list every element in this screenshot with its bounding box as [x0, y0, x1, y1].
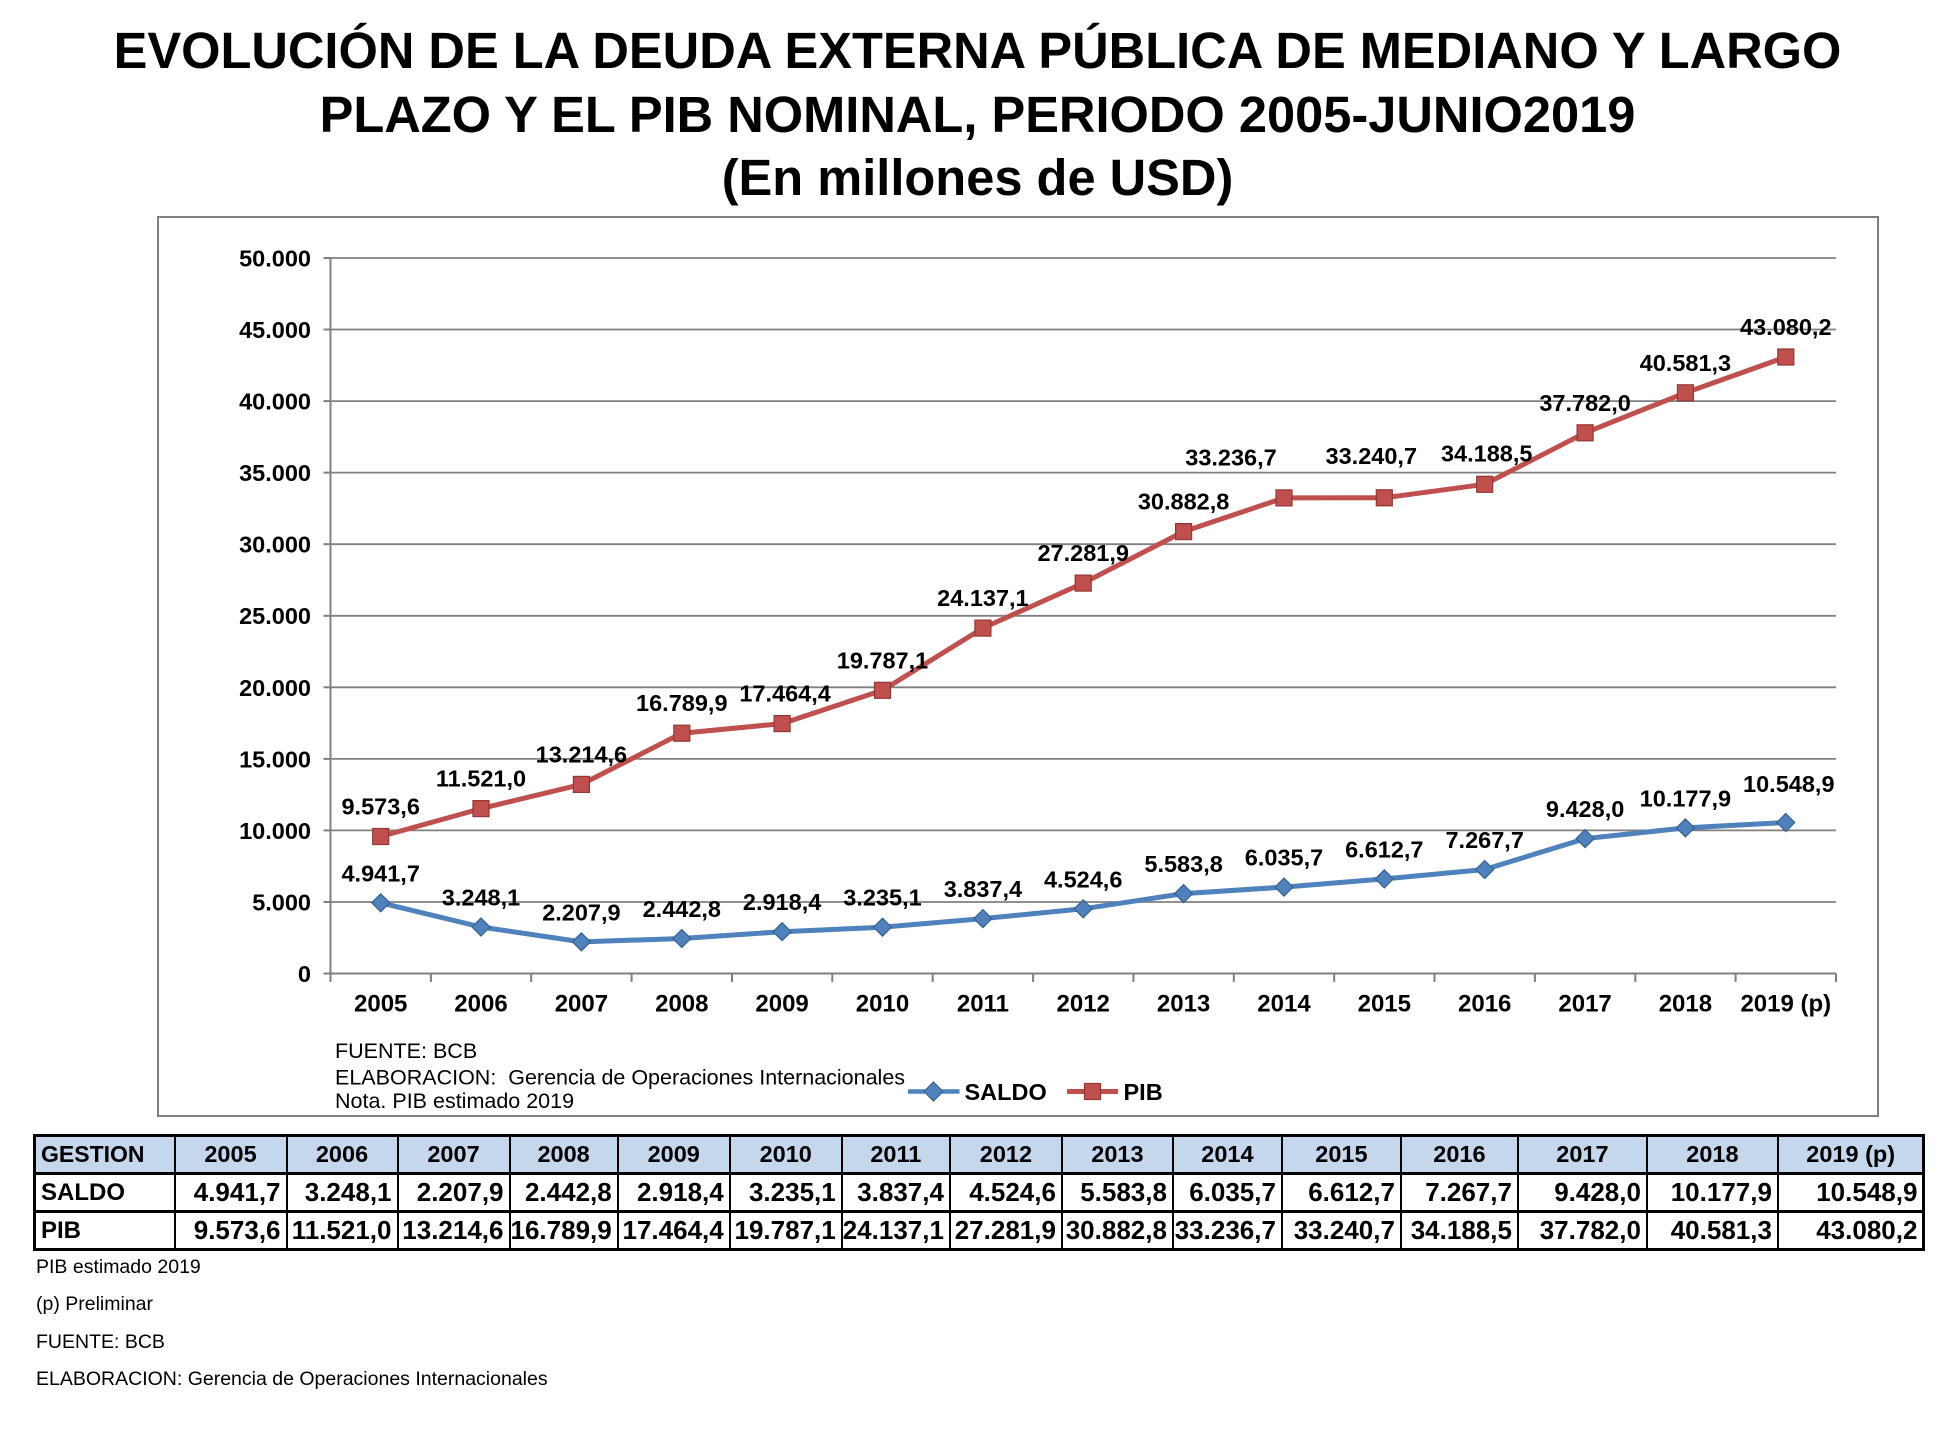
- svg-text:43.080,2: 43.080,2: [1740, 314, 1831, 340]
- svg-text:9.428,0: 9.428,0: [1546, 796, 1624, 822]
- svg-text:10.177,9: 10.177,9: [1640, 785, 1731, 811]
- svg-text:2015: 2015: [1358, 991, 1411, 1018]
- svg-text:2.918,4: 2.918,4: [743, 889, 821, 915]
- svg-text:2018: 2018: [1659, 991, 1712, 1018]
- svg-text:5.000: 5.000: [252, 890, 311, 916]
- svg-text:2011: 2011: [957, 991, 1009, 1018]
- svg-text:20.000: 20.000: [239, 675, 311, 701]
- svg-text:ELABORACION: Gerencia de Oper: ELABORACION: Gerencia de Operaciones Int…: [335, 1066, 905, 1090]
- svg-text:30.882,8: 30.882,8: [1138, 489, 1229, 515]
- svg-text:15.000: 15.000: [239, 746, 311, 772]
- svg-text:10.548,9: 10.548,9: [1743, 771, 1834, 797]
- svg-text:4.941,7: 4.941,7: [341, 860, 419, 886]
- svg-text:0: 0: [298, 961, 311, 987]
- svg-text:5.583,8: 5.583,8: [1144, 851, 1222, 877]
- svg-text:27.281,9: 27.281,9: [1037, 540, 1128, 566]
- svg-text:6.612,7: 6.612,7: [1345, 836, 1423, 862]
- svg-text:SALDO: SALDO: [965, 1079, 1047, 1105]
- svg-text:7.267,7: 7.267,7: [1445, 827, 1523, 853]
- svg-text:2008: 2008: [655, 991, 708, 1018]
- svg-text:2.442,8: 2.442,8: [643, 896, 721, 922]
- svg-text:34.188,5: 34.188,5: [1441, 440, 1532, 466]
- svg-text:3.235,1: 3.235,1: [843, 885, 921, 911]
- svg-text:40.000: 40.000: [239, 389, 311, 415]
- svg-text:24.137,1: 24.137,1: [937, 585, 1028, 611]
- svg-text:35.000: 35.000: [239, 460, 311, 486]
- svg-text:FUENTE: BCB: FUENTE: BCB: [335, 1039, 477, 1063]
- svg-text:PIB: PIB: [1124, 1079, 1163, 1105]
- svg-text:2013: 2013: [1157, 991, 1210, 1018]
- svg-text:16.789,9: 16.789,9: [636, 690, 727, 716]
- svg-text:2019 (p): 2019 (p): [1740, 991, 1831, 1018]
- svg-text:50.000: 50.000: [239, 246, 311, 272]
- svg-text:2.207,9: 2.207,9: [542, 899, 620, 925]
- svg-text:Nota. PIB estimado 2019: Nota. PIB estimado 2019: [335, 1089, 574, 1113]
- svg-text:2016: 2016: [1458, 991, 1511, 1018]
- svg-text:2009: 2009: [755, 991, 808, 1018]
- svg-text:2014: 2014: [1257, 991, 1311, 1018]
- svg-text:3.837,4: 3.837,4: [944, 876, 1022, 902]
- svg-text:45.000: 45.000: [239, 317, 311, 343]
- svg-text:30.000: 30.000: [239, 532, 311, 558]
- svg-text:17.464,4: 17.464,4: [739, 681, 830, 707]
- svg-text:2017: 2017: [1558, 991, 1611, 1018]
- svg-text:2006: 2006: [454, 991, 507, 1018]
- svg-text:9.573,6: 9.573,6: [341, 794, 419, 820]
- svg-text:25.000: 25.000: [239, 603, 311, 629]
- svg-text:19.787,1: 19.787,1: [837, 647, 928, 673]
- svg-text:2007: 2007: [555, 991, 608, 1018]
- svg-text:33.240,7: 33.240,7: [1326, 443, 1417, 469]
- svg-text:33.236,7: 33.236,7: [1185, 444, 1276, 470]
- svg-text:37.782,0: 37.782,0: [1539, 390, 1630, 416]
- svg-text:3.248,1: 3.248,1: [442, 885, 520, 911]
- svg-text:4.524,6: 4.524,6: [1044, 866, 1122, 892]
- svg-text:13.214,6: 13.214,6: [536, 741, 627, 767]
- svg-text:6.035,7: 6.035,7: [1245, 845, 1323, 871]
- svg-text:40.581,3: 40.581,3: [1640, 350, 1731, 376]
- svg-text:2012: 2012: [1057, 991, 1110, 1018]
- svg-text:11.521,0: 11.521,0: [436, 766, 526, 792]
- svg-text:2010: 2010: [856, 991, 909, 1018]
- svg-text:2005: 2005: [354, 991, 407, 1018]
- svg-text:10.000: 10.000: [239, 818, 311, 844]
